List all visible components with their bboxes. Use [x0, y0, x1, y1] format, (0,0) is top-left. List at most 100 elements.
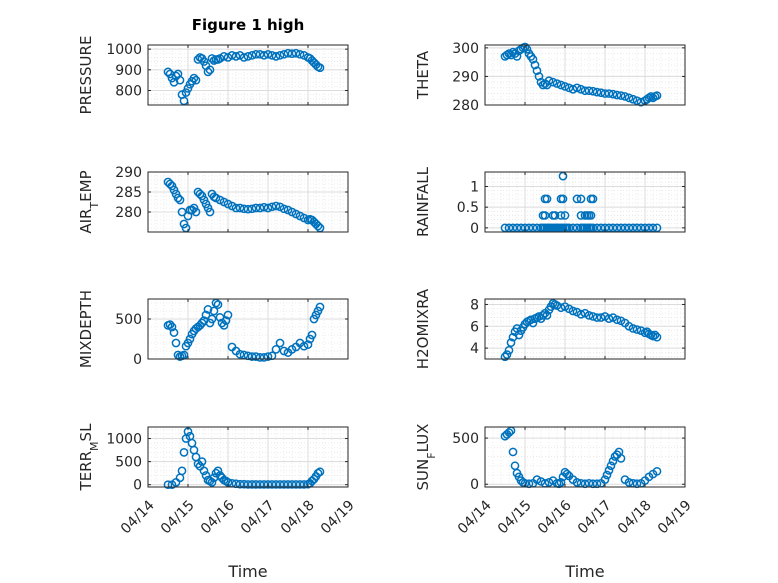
x-tick-label: 04/18 — [278, 497, 318, 537]
data-point — [177, 466, 187, 476]
data-point — [538, 80, 548, 90]
data-point — [506, 338, 516, 347]
data-point — [239, 479, 249, 489]
x-tick-label: 04/15 — [495, 497, 535, 537]
data-point — [560, 211, 570, 220]
y-tick-label: 300 — [452, 41, 479, 57]
data-point — [251, 480, 261, 489]
data-point — [568, 223, 578, 233]
data-point — [528, 54, 538, 64]
data-point — [199, 57, 209, 66]
data-point — [596, 88, 606, 98]
data-point — [179, 448, 189, 457]
y-axis-label: H2OMIXRA — [414, 288, 432, 369]
data-point — [524, 223, 534, 233]
data-point — [644, 93, 654, 103]
data-point — [620, 92, 630, 101]
data-point — [652, 91, 662, 100]
data-point — [572, 194, 582, 204]
x-tick-label: 04/18 — [615, 497, 655, 537]
data-point — [195, 189, 205, 199]
x-tick-label: 04/19 — [655, 497, 695, 537]
data-point — [508, 223, 518, 233]
data-point — [279, 480, 289, 489]
data-point — [223, 310, 233, 320]
data-point — [189, 73, 199, 83]
data-point — [207, 54, 217, 63]
data-point — [534, 72, 544, 81]
data-point — [576, 309, 586, 319]
y-tick-label: 6 — [470, 319, 479, 335]
y-tick-label: 0 — [470, 477, 479, 493]
data-point — [263, 49, 273, 59]
data-point — [576, 194, 586, 204]
data-point — [235, 479, 245, 489]
data-point — [502, 350, 512, 359]
data-point — [508, 447, 518, 457]
subplot-8: 0 500 04/14 04/15 04/16 04/17 04/18 04/19 SUNFLU… — [414, 424, 695, 581]
data-point — [165, 320, 175, 329]
data-point — [616, 223, 626, 233]
y-tick-label: 285 — [115, 185, 142, 201]
data-point — [558, 194, 568, 204]
data-point — [636, 223, 646, 233]
y-tick-label: 1 — [470, 179, 479, 195]
data-point — [255, 203, 265, 213]
data-point — [213, 300, 223, 309]
data-point — [313, 468, 323, 478]
data-point — [169, 328, 179, 337]
data-point — [532, 66, 542, 76]
axes-border — [484, 171, 686, 233]
y-axis-label: MIXDEPTH — [77, 290, 95, 368]
data-point — [235, 349, 245, 359]
data-point — [608, 456, 618, 466]
data-point — [239, 204, 249, 214]
y-tick-label: 8 — [470, 297, 479, 313]
data-point — [556, 478, 566, 487]
data-point — [175, 195, 185, 205]
data-point — [612, 315, 622, 325]
data-point — [213, 466, 223, 476]
data-point — [263, 352, 273, 361]
data-point — [556, 211, 566, 220]
data-point — [271, 52, 281, 61]
data-point — [588, 312, 598, 321]
data-point — [592, 87, 602, 97]
data-point — [544, 478, 554, 487]
data-point — [550, 211, 560, 220]
y-tick-label: 4 — [470, 341, 479, 357]
data-point — [528, 318, 538, 328]
y-tick-label: 0 — [133, 352, 142, 368]
axes-border — [484, 298, 686, 360]
data-point — [556, 80, 566, 90]
data-point — [600, 89, 610, 98]
data-point — [632, 223, 642, 233]
data-point — [584, 86, 594, 96]
y-tick-label: 290 — [452, 69, 479, 85]
data-point — [275, 50, 285, 60]
data-point — [287, 480, 297, 489]
data-point — [247, 204, 257, 214]
data-point — [652, 332, 662, 342]
data-point — [243, 52, 253, 61]
data-point — [644, 223, 654, 233]
data-point — [279, 204, 289, 214]
data-point — [646, 92, 656, 101]
data-point — [255, 353, 265, 362]
data-point — [572, 83, 582, 93]
y-tick-label: 280 — [115, 205, 142, 221]
data-point — [542, 311, 552, 320]
x-tick-label: 04/17 — [575, 497, 615, 537]
y-tick-label: 280 — [452, 98, 479, 114]
data-point — [548, 77, 558, 87]
data-point — [628, 94, 638, 104]
x-axis-label: Time — [564, 562, 604, 581]
data-point — [596, 313, 606, 322]
y-tick-label: 0 — [470, 221, 479, 237]
axes-border — [484, 426, 686, 488]
y-axis-label: PRESSURE — [77, 36, 95, 115]
data-point — [209, 306, 219, 316]
data-point — [183, 84, 193, 93]
data-point — [179, 96, 189, 106]
data-point — [564, 83, 574, 93]
